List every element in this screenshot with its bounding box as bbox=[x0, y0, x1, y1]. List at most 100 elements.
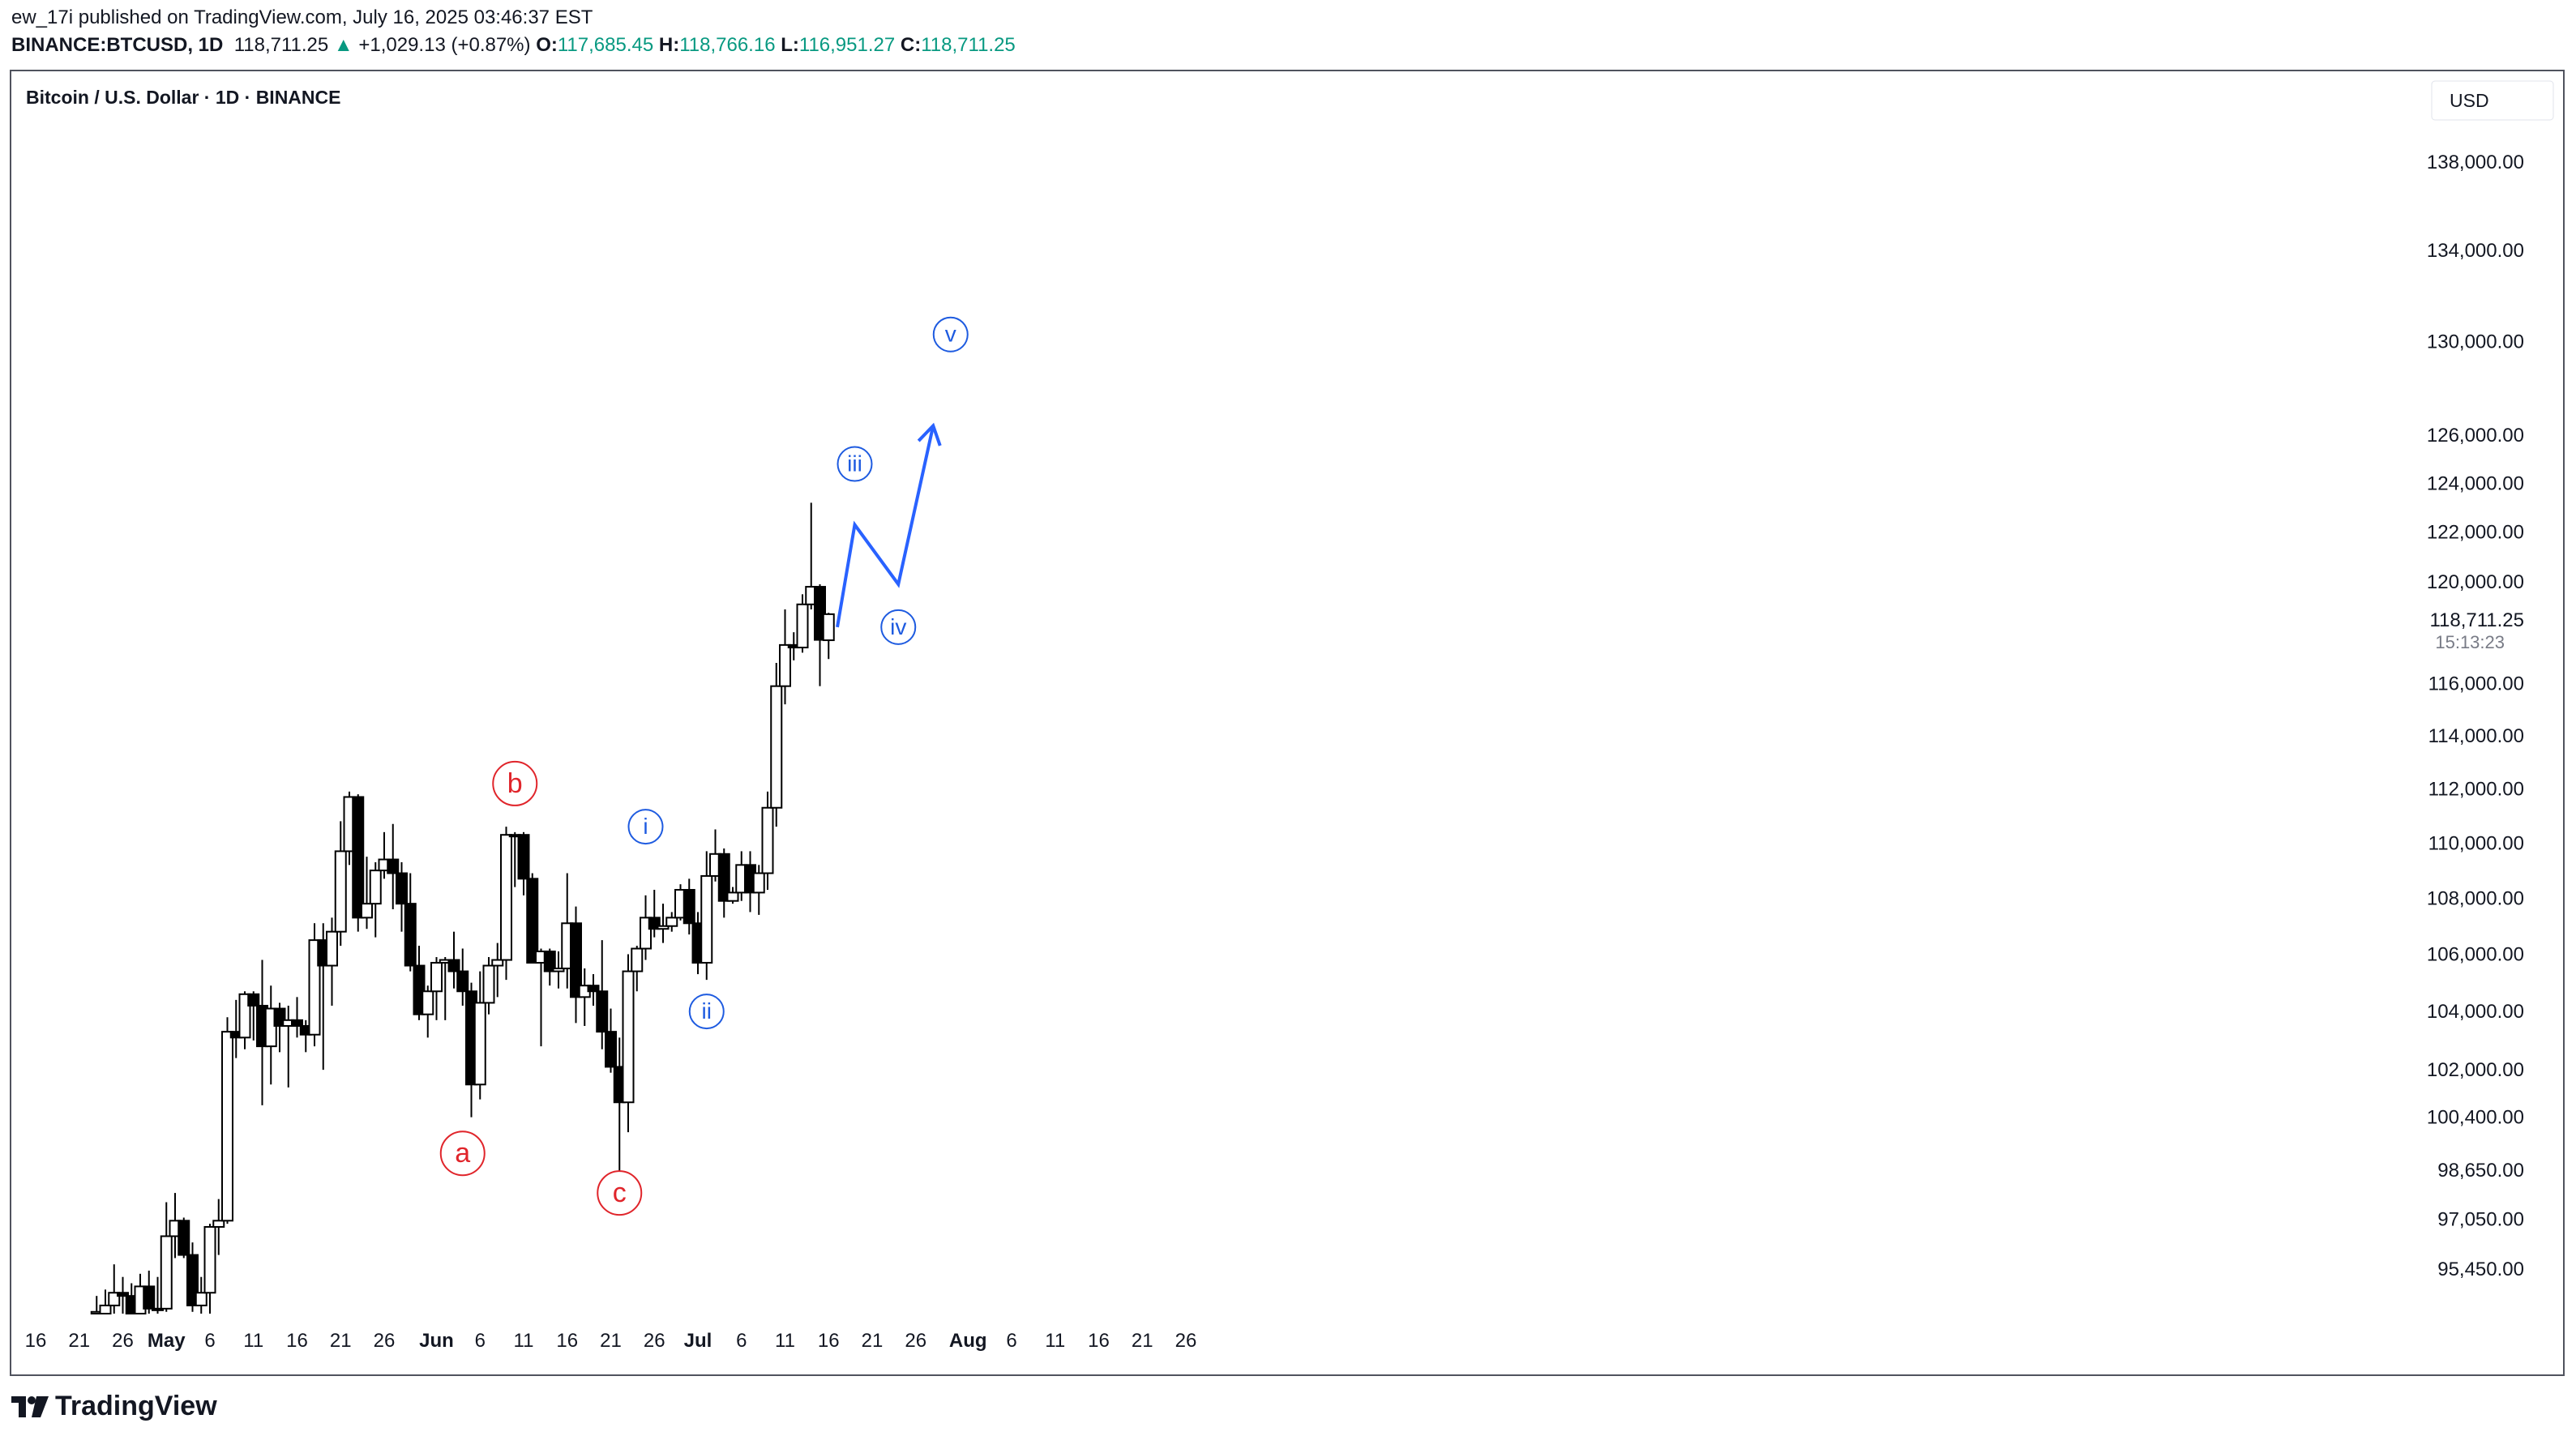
price-chart[interactable]: Bitcoin / U.S. Dollar · 1D · BINANCE USD… bbox=[11, 71, 2563, 1374]
candle bbox=[326, 917, 338, 1006]
candle-body bbox=[152, 1307, 164, 1311]
y-tick-label: 95,450.00 bbox=[2437, 1259, 2524, 1280]
x-tick-label: 11 bbox=[1045, 1330, 1065, 1352]
candle-body bbox=[369, 870, 382, 905]
wave-label-a: a bbox=[439, 1130, 486, 1177]
candle-body bbox=[473, 1002, 486, 1086]
close-value: 118,711.25 bbox=[921, 34, 1016, 56]
candle bbox=[570, 906, 582, 1024]
bar-countdown: 15:13:23 bbox=[2435, 632, 2505, 652]
candle-body bbox=[700, 874, 713, 964]
wave-label-text: c bbox=[613, 1177, 627, 1208]
candle bbox=[456, 948, 469, 1006]
candle bbox=[361, 857, 373, 930]
candle bbox=[605, 1008, 617, 1073]
chart-title: Bitcoin / U.S. Dollar · 1D · BINANCE bbox=[26, 87, 340, 108]
candle-body bbox=[683, 888, 695, 925]
low-value: 116,951.27 bbox=[798, 34, 896, 56]
candle bbox=[482, 957, 495, 1015]
x-tick-label: 21 bbox=[68, 1330, 90, 1352]
candle-body bbox=[657, 925, 670, 930]
candle bbox=[665, 912, 678, 932]
x-tick-label: 16 bbox=[286, 1330, 308, 1352]
candle bbox=[500, 827, 512, 981]
wave-label-iv: iv bbox=[880, 609, 917, 645]
x-tick-label: May bbox=[148, 1330, 186, 1352]
y-tick-label: 110,000.00 bbox=[2428, 832, 2524, 854]
high-value: 118,766.16 bbox=[679, 34, 776, 56]
candle bbox=[796, 594, 809, 653]
tradingview-brand[interactable]: TradingView bbox=[11, 1391, 217, 1422]
wave-label-b: b bbox=[492, 760, 538, 806]
candle-body bbox=[717, 853, 730, 902]
wave-label-circle bbox=[597, 1170, 643, 1216]
candle-body bbox=[361, 903, 373, 919]
currency-button[interactable] bbox=[2431, 80, 2554, 121]
candle bbox=[221, 1017, 233, 1224]
projection-line bbox=[836, 425, 935, 628]
x-tick-label: 6 bbox=[736, 1330, 747, 1352]
candle bbox=[247, 991, 260, 1041]
candle bbox=[291, 997, 303, 1038]
wave-label-text: iv bbox=[890, 614, 906, 639]
x-tick-label: 16 bbox=[1088, 1330, 1110, 1352]
candle-body bbox=[99, 1304, 112, 1315]
candle bbox=[491, 942, 504, 998]
wave-label-circle bbox=[837, 446, 873, 482]
y-tick-label: 116,000.00 bbox=[2428, 673, 2524, 694]
wave-label-circle bbox=[880, 609, 917, 645]
x-tick-label: 21 bbox=[1132, 1330, 1153, 1352]
y-tick-label: 130,000.00 bbox=[2427, 331, 2524, 353]
candle-body bbox=[430, 962, 443, 993]
candle-body bbox=[517, 834, 530, 880]
x-tick-label: 16 bbox=[25, 1330, 47, 1352]
candle-body bbox=[117, 1292, 129, 1297]
candle-body bbox=[752, 872, 765, 894]
candle-body bbox=[396, 872, 408, 905]
candle bbox=[352, 794, 365, 932]
candle-body bbox=[622, 970, 635, 1104]
y-tick-label: 97,050.00 bbox=[2437, 1208, 2524, 1230]
tradingview-logo-icon bbox=[11, 1395, 49, 1417]
candle bbox=[108, 1264, 121, 1314]
candle-body bbox=[631, 947, 644, 972]
chart-frame[interactable]: Bitcoin / U.S. Dollar · 1D · BINANCE USD… bbox=[10, 70, 2565, 1376]
candle bbox=[596, 940, 609, 1049]
y-tick-label: 114,000.00 bbox=[2428, 725, 2524, 747]
wave-label-circle bbox=[492, 760, 538, 806]
x-tick-label: 6 bbox=[204, 1330, 215, 1352]
last-price-label: 118,711.25 bbox=[2429, 609, 2524, 631]
candle bbox=[369, 861, 382, 938]
candle bbox=[212, 1199, 225, 1255]
candle bbox=[404, 873, 417, 972]
candle-body bbox=[456, 970, 469, 993]
wave-label-circle bbox=[627, 809, 664, 845]
x-tick-label: 6 bbox=[475, 1330, 486, 1352]
brand-name: TradingView bbox=[55, 1391, 217, 1421]
y-tick-label: 108,000.00 bbox=[2427, 887, 2524, 909]
candle bbox=[657, 904, 670, 943]
time-axis[interactable]: 16 21 26 May 6 11 16 21 26 Jun 6 11 16 21 26 Jul 6 11 16 21… bbox=[25, 1330, 1197, 1352]
wave-label-circle bbox=[932, 316, 969, 353]
price-axis[interactable]: 95,450.00 97,050.00 98,650.00 100,400.00 102… bbox=[2427, 152, 2524, 1280]
y-tick-label: 102,000.00 bbox=[2427, 1059, 2524, 1081]
candle bbox=[117, 1276, 129, 1314]
y-tick-label: 120,000.00 bbox=[2427, 571, 2524, 593]
y-tick-label: 106,000.00 bbox=[2427, 944, 2524, 966]
candle bbox=[99, 1289, 112, 1315]
candle-body bbox=[195, 1292, 208, 1306]
wave-label-circle bbox=[439, 1130, 486, 1177]
candle bbox=[430, 957, 443, 1020]
candle bbox=[203, 1224, 216, 1314]
candle-body bbox=[726, 891, 739, 902]
candle bbox=[152, 1276, 164, 1314]
candle bbox=[143, 1270, 156, 1314]
candle-body bbox=[796, 603, 809, 649]
y-tick-label: 98,650.00 bbox=[2437, 1160, 2524, 1182]
x-tick-label: 11 bbox=[775, 1330, 795, 1352]
candle-body bbox=[160, 1235, 173, 1310]
wave-label-i: i bbox=[627, 809, 664, 845]
candle-body bbox=[779, 643, 791, 687]
candle bbox=[700, 851, 713, 981]
candle bbox=[543, 948, 556, 986]
